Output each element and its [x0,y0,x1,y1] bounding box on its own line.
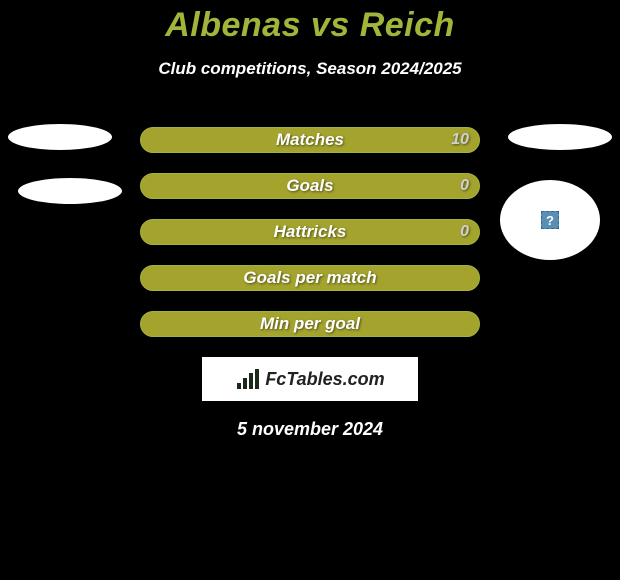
brand-box: FcTables.com [202,357,418,401]
decor-ellipse-left-2 [18,178,122,204]
brand-bars-icon [235,369,261,389]
stat-row-goals-per-match: Goals per match [140,265,480,291]
decor-ellipse-left-1 [8,124,112,150]
stat-row-hattricks: Hattricks 0 [140,219,480,245]
stat-label: Min per goal [260,314,360,334]
stat-row-min-per-goal: Min per goal [140,311,480,337]
stat-label: Matches [276,130,344,150]
stat-value: 0 [460,223,469,241]
brand-text: FcTables.com [265,369,384,390]
stat-label: Goals [286,176,333,196]
page-subtitle: Club competitions, Season 2024/2025 [0,59,620,79]
stat-label: Goals per match [243,268,376,288]
decor-circle-right: ? [500,180,600,260]
stat-label: Hattricks [274,222,347,242]
stat-value: 10 [451,131,469,149]
stat-value: 0 [460,177,469,195]
stat-row-goals: Goals 0 [140,173,480,199]
date-label: 5 november 2024 [0,419,620,440]
decor-ellipse-right-1 [508,124,612,150]
stat-row-matches: Matches 10 [140,127,480,153]
page-title: Albenas vs Reich [0,0,620,45]
placeholder-image-icon: ? [541,211,559,229]
